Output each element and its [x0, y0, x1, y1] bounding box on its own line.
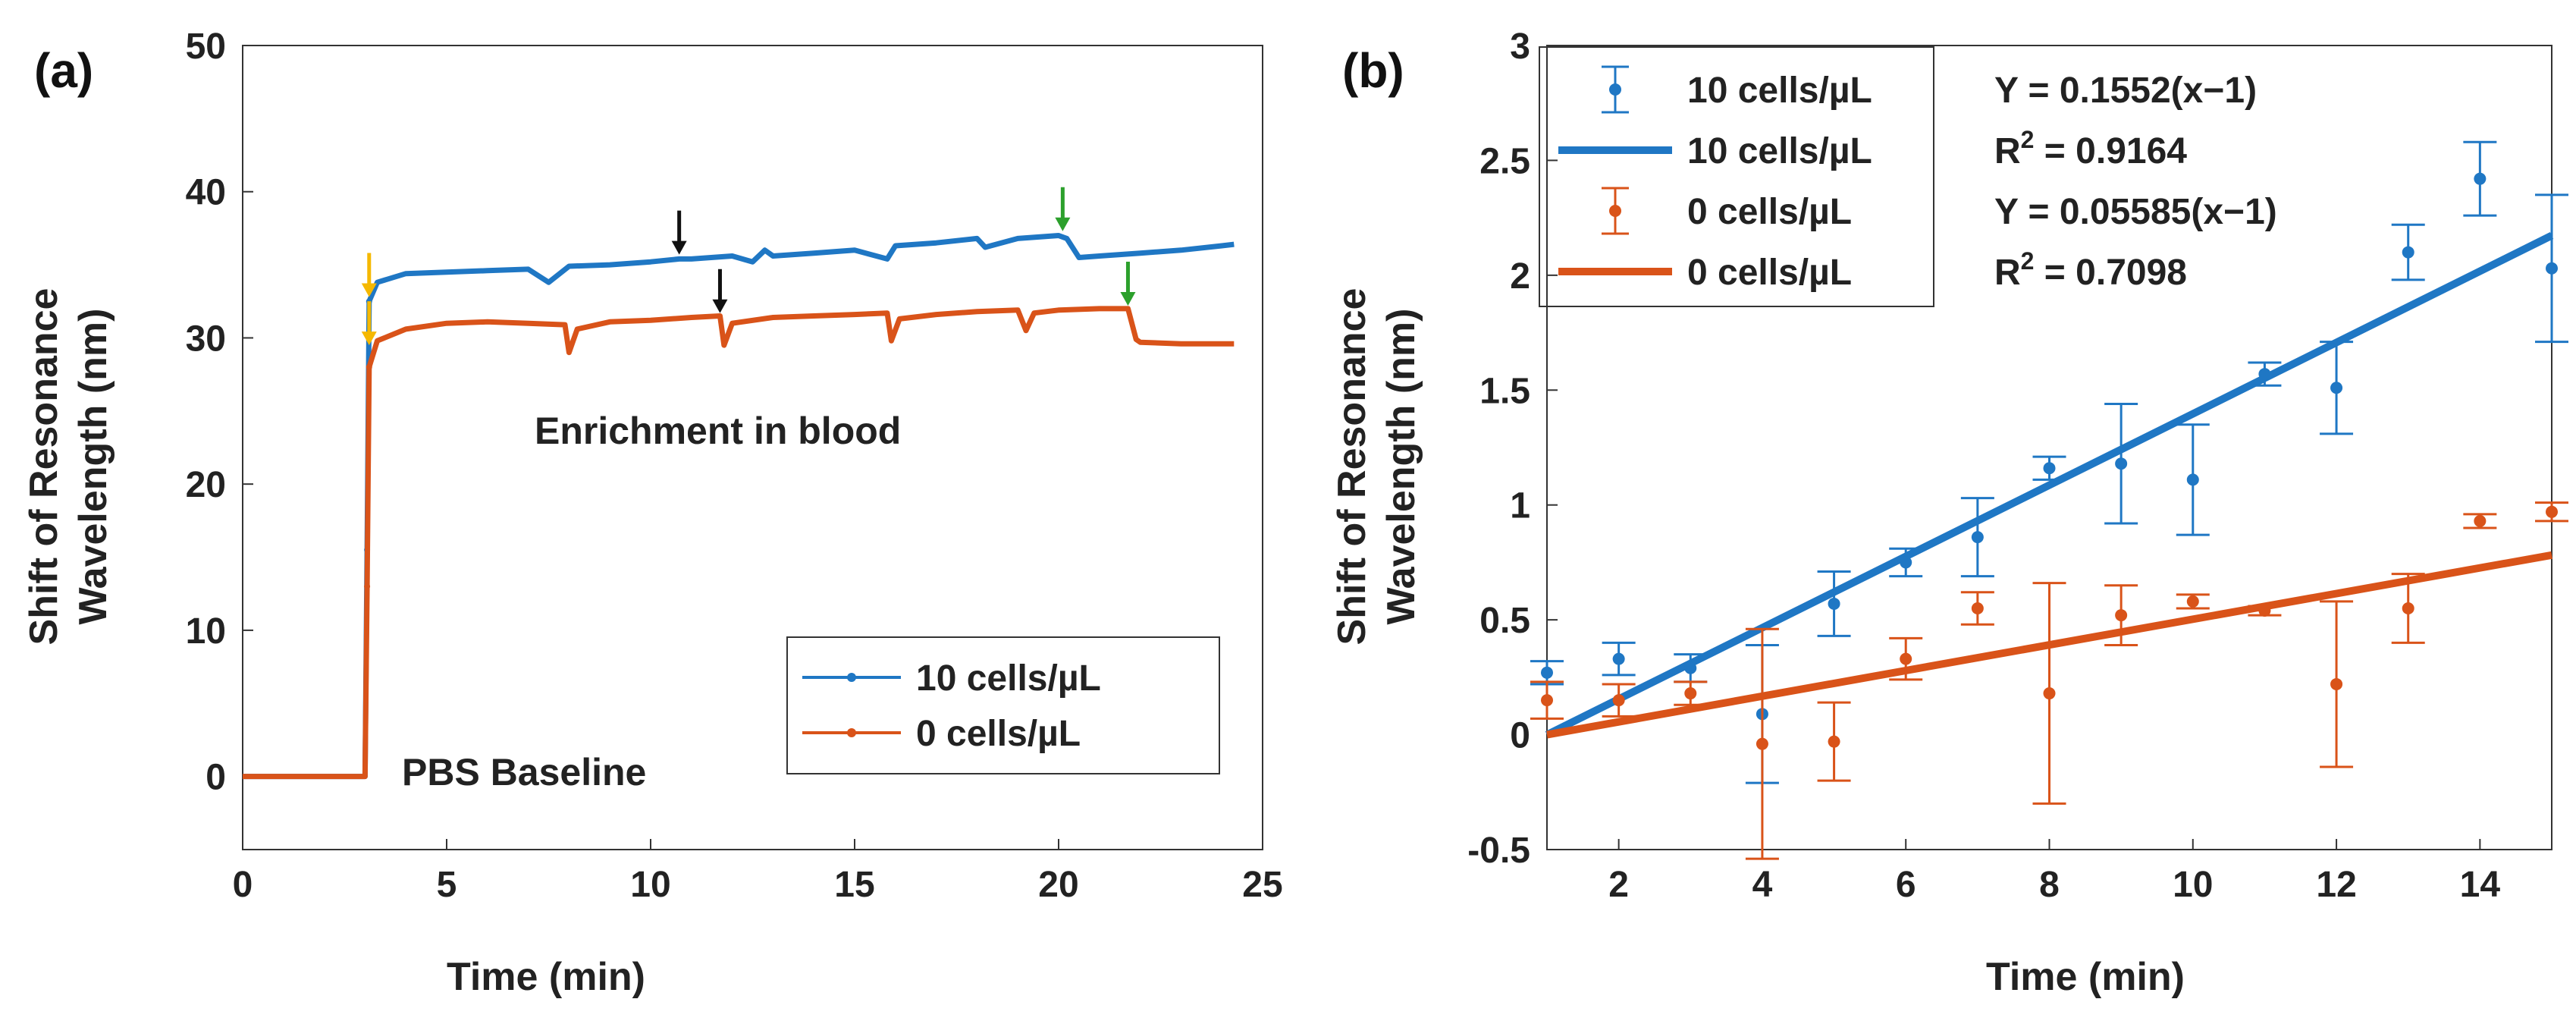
panel-b-point-0cells: [2402, 602, 2414, 614]
panel-b-point-10cells: [2043, 462, 2056, 475]
panel-b-point-10cells: [1971, 531, 1984, 544]
panel-a-y-tick-label: 20: [186, 465, 226, 505]
panel-b-y-tick-label: 3: [1510, 27, 1530, 67]
panel-a-legend-label-10cells: 10 cells/µL: [916, 658, 1101, 699]
panel-b-point-10cells: [1900, 556, 1912, 569]
panel-b-point-0cells: [2546, 505, 2558, 518]
panel-a-x-tick-label: 5: [437, 865, 457, 905]
panel-b-point-0cells: [1900, 652, 1912, 665]
panel-b-x-tick-label: 4: [1752, 865, 1773, 905]
panel-a-arrow-head: [361, 283, 377, 297]
panel-b-x-tick-label: 8: [2039, 865, 2060, 905]
panel-b-r2-0cells-r: R: [1994, 253, 2021, 293]
panel-b-label: (b): [1342, 43, 1404, 98]
panel-b-point-0cells: [2043, 687, 2056, 700]
panel-a-arrow-head: [1120, 292, 1136, 306]
panel-a-plot-frame: [242, 45, 1263, 850]
panel-b-y-axis-label-line2: Wavelength (nm): [1379, 309, 1423, 625]
panel-b-point-0cells: [2330, 677, 2343, 690]
panel-a-series-0cells-line: [243, 306, 1235, 780]
panel-a-y-tick-label: 30: [186, 319, 226, 359]
panel-b-legend-label-0cells-fit: 0 cells/µL: [1687, 253, 1852, 293]
panel-b-point-0cells: [1684, 687, 1697, 700]
panel-b-equation-0cells: Y = 0.05585(x−1): [1994, 192, 2277, 232]
panel-a-arrow-head: [671, 240, 687, 255]
panel-b-point-0cells: [1756, 737, 1768, 750]
panel-a-series-0cells-point: [364, 583, 371, 590]
panel-b-point-0cells: [1612, 694, 1625, 707]
panel-b-y-tick-label: 2.5: [1479, 141, 1530, 181]
panel-a-annotation-enrichment: Enrichment in blood: [535, 410, 901, 452]
panel-b-legend-point: [1609, 83, 1621, 96]
panel-b-x-tick-label: 10: [2173, 865, 2213, 905]
panel-b-x-tick-label: 12: [2316, 865, 2356, 905]
panel-a-arrow-head: [1055, 217, 1071, 231]
panel-b-x-tick-label: 6: [1896, 865, 1916, 905]
panel-b-x-tick-label: 14: [2460, 865, 2501, 905]
panel-a-x-tick-label: 10: [630, 865, 670, 905]
panel-b-r2-0cells: R2 = 0.7098: [1994, 247, 2187, 293]
panel-b-x-axis-label: Time (min): [1986, 955, 2185, 999]
panel-b-point-0cells: [2474, 514, 2487, 527]
panel-b-point-10cells: [1684, 661, 1697, 674]
panel-b-y-tick-label: 0: [1510, 716, 1530, 756]
panel-b-point-0cells: [1828, 735, 1840, 748]
panel-b-r2-10cells-value: = 0.9164: [2034, 131, 2187, 171]
panel-a-y-axis-label-line2: Wavelength (nm): [71, 309, 115, 625]
panel-b-point-10cells: [1541, 666, 1553, 679]
panel-b-legend-label-10cells-fit: 10 cells/µL: [1687, 131, 1872, 171]
panel-b-legend-point: [1609, 205, 1621, 217]
panel-b-y-tick-label: 1.5: [1479, 371, 1530, 411]
panel-b-r2-10cells-r: R: [1994, 131, 2021, 171]
panel-a-annotation-baseline: PBS Baseline: [402, 751, 646, 793]
panel-a-y-tick-label: 10: [186, 611, 226, 652]
panel-a-legend-label-0cells: 0 cells/µL: [916, 714, 1081, 754]
panel-b-point-10cells: [2186, 473, 2199, 486]
panel-b-legend-label-10cells-data: 10 cells/µL: [1687, 71, 1872, 111]
panel-a-series-10cells-line: [243, 233, 1235, 780]
panel-a-y-axis-label-line1: Shift of Resonance: [22, 288, 66, 646]
panel-a-x-tick-label: 0: [233, 865, 253, 905]
panel-b-r2-0cells-sup: 2: [2021, 247, 2035, 275]
panel-a-x-tick-label: 15: [834, 865, 874, 905]
panel-b-r2-10cells: R2 = 0.9164: [1994, 126, 2187, 171]
panel-b-point-0cells: [2115, 609, 2128, 622]
panel-b-point-10cells: [2258, 368, 2271, 381]
panel-a-arrow-head: [712, 299, 728, 313]
panel-b-r2-10cells-sup: 2: [2021, 126, 2035, 153]
panel-b-point-0cells: [2186, 595, 2199, 608]
panel-b-fit-line-10cells: [1545, 232, 2554, 739]
panel-b-point-10cells: [2402, 246, 2414, 259]
panel-b-x-tick-label: 2: [1608, 865, 1629, 905]
panel-a-x-tick-label: 20: [1038, 865, 1078, 905]
panel-b-y-tick-label: -0.5: [1467, 831, 1530, 871]
panel-a-label: (a): [34, 43, 93, 98]
panel-b-point-10cells: [2330, 382, 2343, 394]
panel-b-legend-label-0cells-data: 0 cells/µL: [1687, 192, 1852, 232]
panel-b-point-10cells: [2115, 457, 2128, 470]
panel-a-x-axis-label: Time (min): [447, 955, 645, 999]
panel-b-legend: 10 cells/µL 10 cells/µL 0 cells/µL 0 cel…: [1539, 46, 1934, 307]
panel-a-legend: 10 cells/µL 0 cells/µL: [786, 636, 1220, 774]
panel-b-point-0cells: [1971, 602, 1984, 614]
panel-b-point-0cells: [2258, 605, 2271, 617]
panel-b-y-tick-label: 2: [1510, 256, 1530, 297]
panel-a-arrow-head: [361, 331, 377, 346]
panel-a-y-tick-label: 0: [206, 758, 226, 798]
panel-a-y-tick-label: 50: [186, 27, 226, 67]
panel-b-equation-10cells: Y = 0.1552(x−1): [1994, 71, 2257, 111]
panel-b-y-tick-label: 0.5: [1479, 601, 1530, 641]
panel-a-y-tick-label: 40: [186, 173, 226, 213]
panel-b-point-10cells: [1828, 597, 1840, 610]
panel-b-point-0cells: [1541, 694, 1553, 707]
panel-b-y-axis-label-line1: Shift of Resonance: [1330, 288, 1374, 646]
panel-b-point-10cells: [1612, 652, 1625, 665]
panel-b-point-10cells: [2546, 262, 2558, 275]
panel-a-x-tick-label: 25: [1242, 865, 1282, 905]
panel-a-series-0cells-point: [366, 364, 372, 370]
panel-b-point-10cells: [2474, 172, 2487, 185]
panel-b-r2-0cells-value: = 0.7098: [2034, 253, 2187, 293]
panel-b-y-tick-label: 1: [1510, 486, 1530, 526]
